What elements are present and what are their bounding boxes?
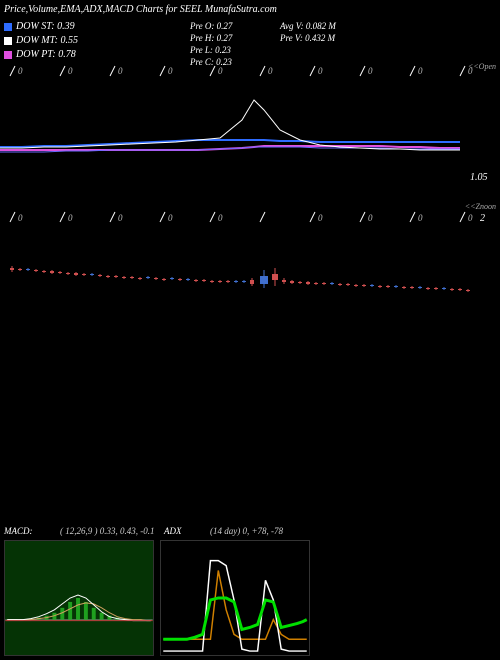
svg-text:0: 0 — [68, 213, 73, 223]
macd-label: MACD: — [4, 526, 33, 536]
svg-text:0: 0 — [418, 66, 423, 76]
svg-text:1.05: 1.05 — [470, 172, 488, 183]
svg-text:0: 0 — [318, 66, 323, 76]
svg-text:0: 0 — [118, 213, 123, 223]
svg-text:0: 0 — [68, 66, 73, 76]
svg-text:0: 0 — [218, 213, 223, 223]
svg-text:0: 0 — [218, 66, 223, 76]
svg-text:0: 0 — [368, 213, 373, 223]
svg-text:0: 0 — [168, 66, 173, 76]
legend-item: DOW MT: 0.55 — [4, 34, 78, 48]
macd-params: ( 12,26,9 ) 0.33, 0.43, -0.1 — [60, 526, 155, 536]
svg-text:0: 0 — [168, 213, 173, 223]
legend-swatch — [4, 37, 12, 45]
adx-label: ADX — [164, 526, 182, 536]
svg-text:0: 0 — [368, 66, 373, 76]
svg-text:0: 0 — [18, 213, 23, 223]
adx-panel — [160, 540, 310, 656]
svg-text:0: 0 — [268, 66, 273, 76]
svg-text:0: 0 — [18, 66, 23, 76]
stats-right: Avg V: 0.082 MPre V: 0.432 M — [280, 20, 336, 44]
legend-swatch — [4, 51, 12, 59]
legend-label: DOW ST: 0.39 — [16, 20, 75, 34]
adx-params: (14 day) 0, +78, -78 — [210, 526, 283, 536]
macd-panel — [4, 540, 154, 656]
legend-swatch — [4, 23, 12, 31]
legend-label: DOW MT: 0.55 — [16, 34, 78, 48]
svg-text:0: 0 — [118, 66, 123, 76]
svg-text:0: 0 — [468, 66, 473, 76]
price-chart: 0 0 0 0 0 0 0 0 0 0 1.05 — [0, 60, 500, 200]
legend-item: DOW ST: 0.39 — [4, 20, 78, 34]
svg-text:0: 0 — [418, 213, 423, 223]
volume-row: 0000000002 — [0, 210, 500, 224]
page-title: Price,Volume,EMA,ADX,MACD Charts for SEE… — [4, 4, 277, 15]
svg-text:2: 2 — [480, 213, 485, 224]
svg-text:0: 0 — [468, 213, 473, 223]
svg-text:0: 0 — [318, 213, 323, 223]
legend: DOW ST: 0.39DOW MT: 0.55DOW PT: 0.78 — [4, 20, 78, 62]
candle-chart — [0, 228, 500, 308]
